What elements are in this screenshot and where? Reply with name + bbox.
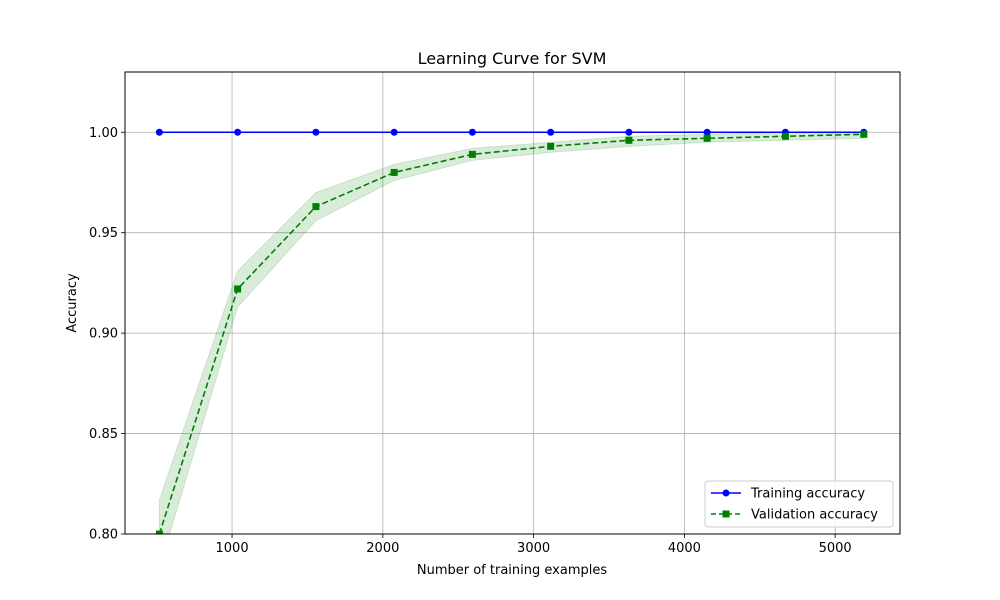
legend-box	[704, 480, 894, 528]
training-accuracy-point	[234, 128, 242, 136]
training-accuracy-point	[625, 128, 633, 136]
y-tick-label: 0.95	[89, 226, 118, 241]
series-layer	[155, 128, 868, 534]
training-accuracy-point	[155, 128, 163, 136]
validation-accuracy-point	[312, 203, 320, 211]
validation-accuracy-point	[155, 530, 163, 534]
x-tick-label: 4000	[668, 541, 701, 556]
y-tick-label: 0.80	[89, 528, 118, 543]
legend-training-marker	[722, 489, 730, 497]
validation-accuracy-point	[468, 150, 476, 158]
legend-validation-marker	[722, 510, 730, 518]
training-accuracy-point	[703, 128, 711, 136]
x-tick-label: 1000	[216, 541, 249, 556]
validation-accuracy-point	[625, 136, 633, 144]
y-axis-label: Accuracy	[65, 273, 80, 333]
legend-validation-label: Validation accuracy	[751, 508, 878, 523]
plot-frame	[124, 71, 901, 535]
validation-accuracy-point	[703, 134, 711, 142]
validation-accuracy-point	[390, 168, 398, 176]
x-tick-label: 2000	[366, 541, 399, 556]
validation-accuracy-point	[860, 130, 868, 138]
x-tick-label: 5000	[819, 541, 852, 556]
training-accuracy-point	[390, 128, 398, 136]
y-tick-label: 0.85	[89, 427, 118, 442]
validation-accuracy-band	[158, 131, 865, 534]
validation-accuracy-point	[547, 142, 555, 150]
validation-accuracy-point	[781, 132, 789, 140]
y-tick-label: 0.90	[89, 327, 118, 342]
ticks: 1000 2000 3000 4000 5000 0.80 0.85 0.90 0.95 1.00	[89, 126, 852, 556]
legend-training-label: Training accuracy	[750, 487, 865, 502]
training-accuracy-point	[547, 128, 555, 136]
chart-title: Learning Curve for SVM	[418, 49, 607, 68]
training-accuracy-point	[468, 128, 476, 136]
confidence-band-layer	[158, 131, 865, 534]
x-tick-label: 3000	[517, 541, 550, 556]
y-tick-label: 1.00	[89, 126, 118, 141]
validation-accuracy-point	[234, 285, 242, 293]
validation-accuracy-line	[158, 133, 864, 534]
legend: Training accuracy Validation accuracy	[704, 480, 894, 528]
x-axis-label: Number of training examples	[417, 563, 607, 578]
training-accuracy-point	[312, 128, 320, 136]
